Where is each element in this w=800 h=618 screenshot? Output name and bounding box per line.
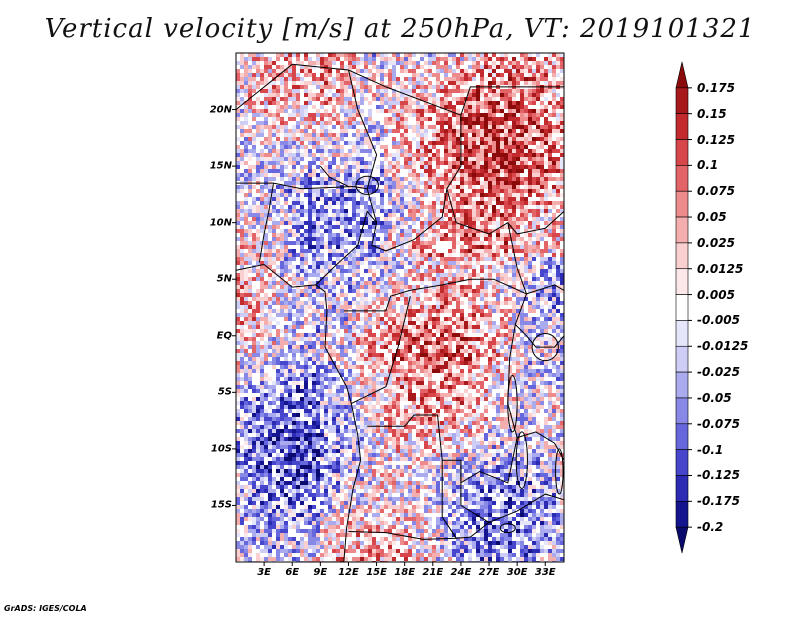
- lat-label: 10S: [210, 443, 232, 455]
- colorbar-segment: [675, 242, 689, 270]
- colorbar-segment: [675, 139, 689, 166]
- lat-label: 5N: [216, 273, 232, 285]
- colorbar-label: 0.075: [697, 184, 735, 199]
- colorbar-label: 0.175: [697, 80, 735, 95]
- lat-label: 15N: [209, 160, 232, 172]
- map-frame: [235, 52, 565, 563]
- country-borders: [236, 63, 564, 562]
- lon-label: 12E: [338, 567, 359, 578]
- colorbar-segment: [675, 501, 689, 528]
- grads-credit: GrADS: IGES/COLA: [4, 604, 87, 613]
- colorbar-segment: [675, 423, 689, 450]
- lon-label: 6E: [285, 567, 300, 578]
- colorbar-segment: [675, 320, 689, 347]
- colorbar-label: 0.15: [697, 106, 727, 121]
- lat-label: 20N: [209, 104, 232, 116]
- colorbar-label: -0.2: [697, 520, 724, 535]
- lon-label: 3E: [257, 567, 272, 578]
- colorbar-label: -0.075: [697, 416, 740, 431]
- colorbar-segment: [675, 268, 689, 295]
- plot-title: Vertical velocity [m/s] at 250hPa, VT: 2…: [44, 14, 756, 44]
- colorbar-segment: [675, 190, 689, 218]
- lon-label: 30E: [506, 567, 528, 578]
- colorbar-label: 0.025: [697, 235, 735, 250]
- colorbar-label: 0.1: [697, 158, 719, 173]
- colorbar-label: -0.005: [697, 313, 740, 328]
- lon-label: 18E: [394, 567, 416, 578]
- lon-label: 9E: [313, 567, 328, 578]
- colorbar-label: -0.05: [697, 390, 732, 405]
- lon-label: 21E: [422, 567, 444, 578]
- colorbar-segment: [675, 294, 689, 321]
- colorbar-segment: [675, 449, 689, 476]
- colorbar-segment: [675, 87, 689, 114]
- colorbar-label: -0.125: [697, 468, 740, 483]
- colorbar-segment: [675, 371, 689, 399]
- lat-label: EQ: [216, 330, 232, 342]
- colorbar-label: 0.005: [697, 287, 735, 302]
- lon-label: 27E: [478, 567, 500, 578]
- colorbar-label: -0.0125: [697, 339, 749, 354]
- lat-label: 10N: [209, 217, 232, 229]
- colorbar-segment: [675, 165, 689, 192]
- lon-label: 15E: [366, 567, 387, 578]
- lon-label: 33E: [534, 567, 556, 578]
- velocity-field: [236, 53, 564, 562]
- lon-label: 24E: [450, 567, 472, 578]
- colorbar-segment: [675, 397, 689, 425]
- colorbar-label: -0.1: [697, 442, 724, 457]
- lat-label: 15S: [210, 499, 232, 511]
- colorbar-label: 0.05: [697, 210, 727, 225]
- colorbar-segment: [675, 526, 689, 554]
- colorbar-label: 0.125: [697, 132, 735, 147]
- colorbar-label: 0.0125: [697, 261, 744, 276]
- colorbar-segment: [675, 475, 689, 502]
- colorbar-segment: [675, 216, 689, 244]
- colorbar-label: -0.025: [697, 365, 740, 380]
- colorbar-segment: [675, 345, 689, 373]
- colorbar-label: -0.175: [697, 494, 740, 509]
- colorbar-segment: [675, 113, 689, 140]
- lat-label: 5S: [217, 386, 232, 398]
- colorbar-segment: [675, 61, 689, 89]
